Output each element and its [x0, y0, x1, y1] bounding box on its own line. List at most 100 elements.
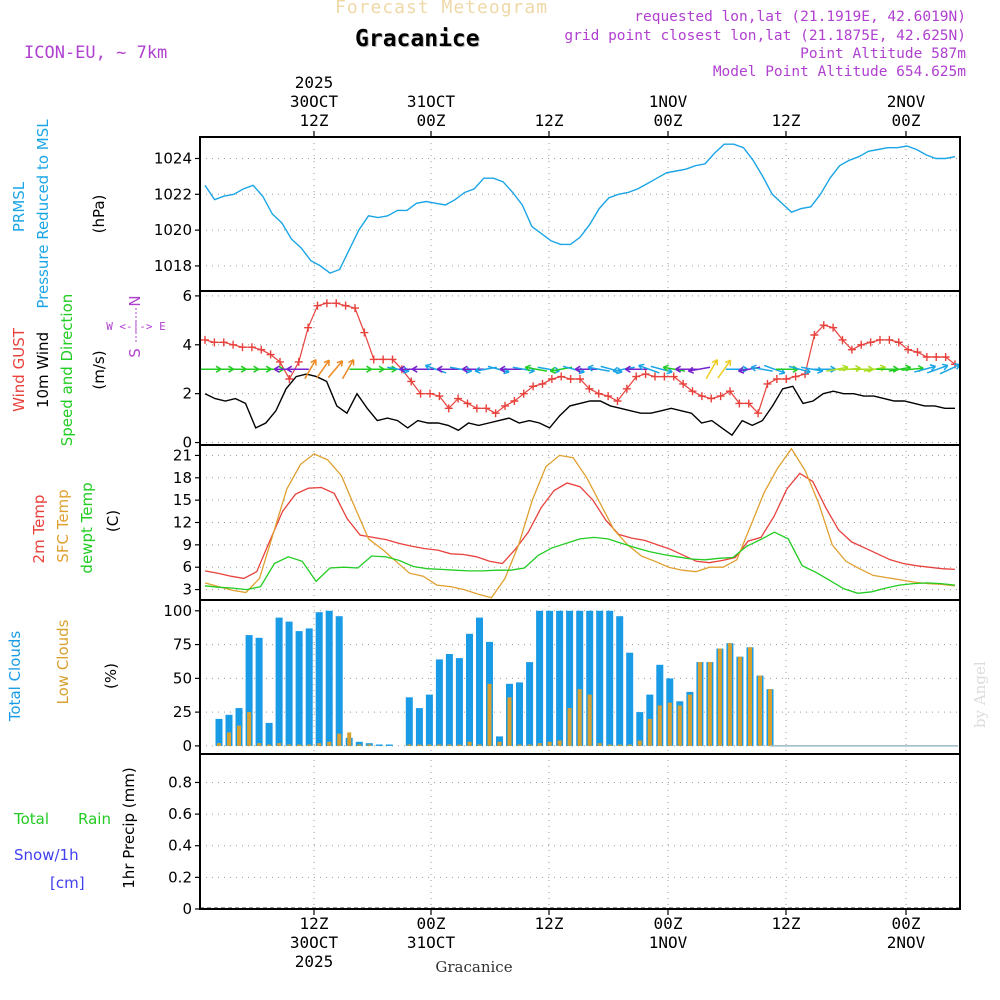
wind-arrow-shaft — [600, 365, 623, 373]
gust-marker — [754, 409, 763, 418]
pressure-panel-frame — [199, 136, 961, 292]
wind-arrow-shaft — [387, 366, 410, 372]
top-time-label: 12Z — [300, 111, 329, 130]
gust-marker — [782, 375, 791, 383]
gust-marker — [791, 372, 800, 381]
low-cloud-bar — [217, 743, 221, 746]
wind-arrow-shaft — [562, 365, 585, 373]
total-cloud-bar — [215, 718, 223, 746]
low-cloud-bar — [597, 743, 602, 746]
temp-2m-title: 2m Temp — [30, 495, 48, 564]
data-layer — [199, 143, 961, 909]
gust-marker — [454, 394, 463, 403]
gust-marker — [444, 404, 453, 413]
top-time-label: 00Z — [417, 111, 446, 130]
2m-temp-line — [204, 472, 956, 580]
total-cloud-bar — [536, 610, 544, 746]
wind-direction-arrow — [662, 364, 686, 372]
low-cloud-bar — [637, 740, 642, 746]
gust-marker — [538, 379, 547, 388]
gust-marker — [622, 384, 631, 393]
wind-arrow-shaft — [863, 366, 886, 372]
wind-arrow-shaft — [315, 359, 330, 379]
gust-marker — [744, 399, 753, 408]
top-time-label: 12Z — [535, 111, 564, 130]
low-cloud-bar — [627, 744, 632, 746]
wind-direction-arrow — [939, 363, 961, 375]
wind-10m-title: 10m Wind — [34, 332, 52, 408]
gust-marker — [772, 375, 781, 383]
total-cloud-bar — [656, 664, 664, 746]
wind-arrow-shaft — [705, 359, 718, 380]
temp-sfc-title: SFC Temp — [54, 489, 72, 562]
wind-direction-arrow — [901, 365, 924, 373]
total-cloud-bar — [275, 617, 283, 746]
bottom-time-label: 1NOV — [649, 933, 688, 952]
wind-arrow-head — [424, 363, 432, 371]
temperature-ytick-label: 21 — [173, 446, 192, 464]
precip-unit-snow: [cm] — [50, 874, 85, 892]
grid-layer — [200, 137, 960, 910]
wind-direction-arrow — [851, 365, 874, 373]
low-cloud-bar — [447, 744, 452, 746]
gust-marker — [379, 355, 388, 364]
wind-arrow-shaft — [914, 365, 936, 373]
precip-ytick-label: 0 — [182, 900, 192, 918]
low-cloud-bar — [327, 741, 332, 746]
wind-arrow-head — [348, 359, 355, 366]
clouds-ytick-label: 0 — [182, 737, 192, 755]
wind-direction-arrow — [315, 359, 330, 379]
gust-marker — [482, 404, 491, 413]
temperature-ytick-label: 18 — [173, 469, 192, 487]
wind-arrow-head — [411, 365, 418, 373]
pressure-ytick-label: 1018 — [154, 257, 192, 275]
bottom-time-label: 12Z — [300, 914, 329, 933]
wind-direction-arrow — [587, 364, 610, 372]
gust-marker — [332, 299, 341, 308]
wind-arrow-head — [737, 366, 745, 374]
temp-dewpt-title: dewpt Temp — [78, 482, 96, 573]
wind-arrow-head — [462, 365, 468, 373]
low-cloud-bar — [617, 744, 622, 746]
low-cloud-bar — [577, 689, 582, 746]
wind-arrow-head — [399, 365, 406, 373]
low-cloud-bar — [287, 744, 292, 746]
credit-watermark: by Angel — [971, 661, 989, 728]
low-cloud-bar — [237, 725, 241, 746]
bottom-time-label: 30OCT — [290, 933, 339, 952]
top-time-label: 31OCT — [407, 92, 456, 111]
total-cloud-bar — [466, 633, 473, 746]
wind-direction-arrow — [327, 360, 344, 379]
total-cloud-bar — [616, 616, 624, 746]
wind-direction-arrow — [717, 359, 732, 379]
gust-marker — [463, 399, 472, 408]
bottom-time-label: 00Z — [892, 914, 921, 933]
gust-marker — [257, 345, 266, 354]
top-time-label: 00Z — [654, 111, 683, 130]
gust-marker — [369, 355, 378, 364]
low-cloud-bar — [507, 697, 512, 746]
top-time-label: 00Z — [892, 111, 921, 130]
total-cloud-bar — [596, 610, 604, 746]
top-time-label: 2NOV — [887, 92, 926, 111]
pressure-line — [204, 143, 956, 274]
wind-arrow-head — [724, 359, 732, 367]
wind-arrow-shaft — [901, 367, 924, 371]
gust-marker — [519, 389, 528, 398]
wind-direction-arrow — [341, 359, 355, 380]
total-cloud-bar — [415, 708, 423, 746]
low-cloud-bar — [768, 689, 772, 746]
total-cloud-bar — [385, 744, 393, 746]
gust-marker — [557, 372, 566, 381]
gust-marker — [547, 375, 556, 383]
wind-arrow-head — [587, 364, 594, 372]
gust-marker — [576, 375, 584, 383]
frame-layer — [195, 131, 961, 915]
wind-direction-arrow — [499, 365, 522, 373]
precip-snow-title: Snow/1h — [14, 846, 79, 864]
total-cloud-bar — [315, 612, 323, 746]
gust-marker — [829, 323, 838, 332]
pressure-unit: (hPa) — [90, 195, 108, 234]
low-cloud-bar — [737, 656, 742, 746]
